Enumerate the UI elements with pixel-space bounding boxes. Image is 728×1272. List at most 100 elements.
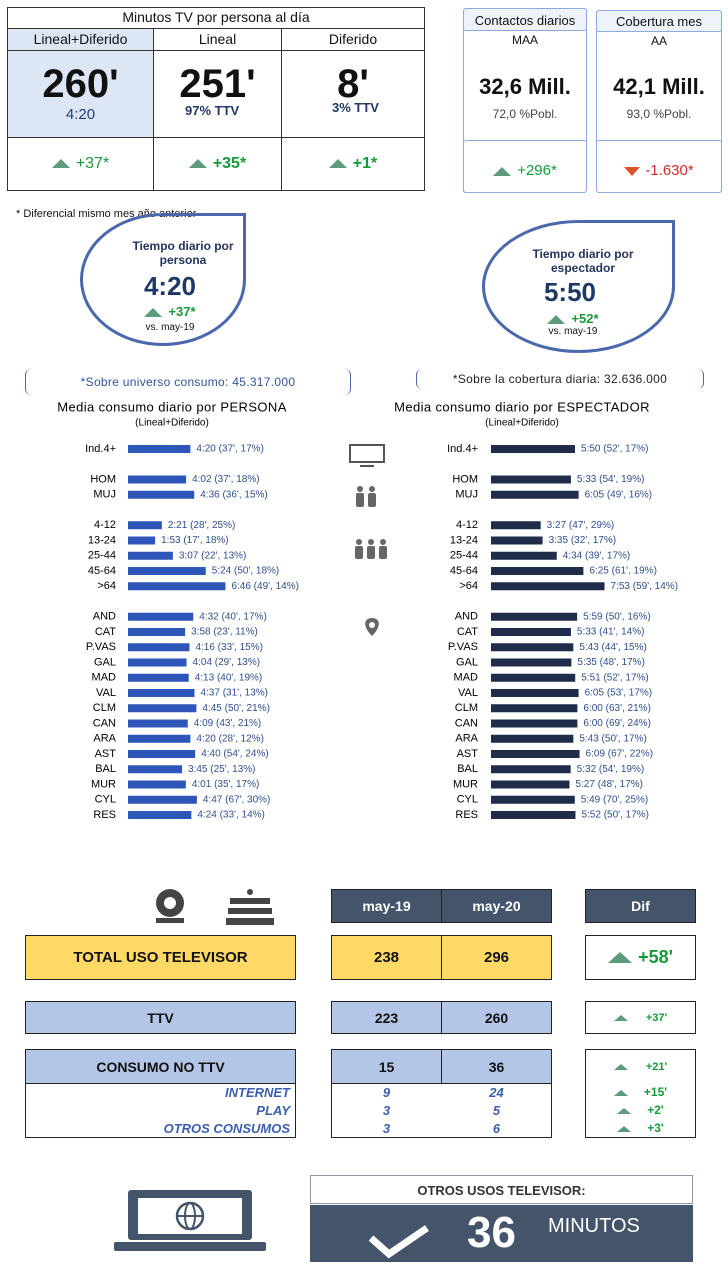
banner-box [310, 1205, 693, 1262]
column-header: Diferido [281, 28, 425, 51]
table-header: may-19 [331, 889, 442, 923]
drop-shape [80, 213, 246, 346]
diff-cell: +1* [281, 137, 425, 191]
diff: +35* [212, 155, 247, 172]
value-label: 4:24 (33', 14%) [197, 810, 265, 821]
bar [128, 795, 197, 804]
location-dot [369, 622, 375, 628]
value-label: 5:35 (48', 17%) [577, 657, 645, 668]
sub-value: 3% TTV [332, 100, 379, 115]
kpi-diff-cell: +296* [463, 140, 587, 193]
row-label: TTV [25, 1001, 296, 1034]
category-label: CLM [455, 702, 478, 714]
value-label: 4:37 (31', 13%) [200, 688, 268, 699]
sub-row-diff: +15' [585, 1085, 696, 1099]
diff: +37' [645, 1011, 668, 1024]
group-icon [355, 539, 387, 559]
value-label: 6:25 (61', 19%) [589, 566, 657, 577]
bar [491, 795, 575, 804]
bar [128, 612, 194, 621]
bar [491, 551, 557, 560]
bar [491, 475, 571, 484]
value-label: 5:59 (50', 16%) [583, 611, 651, 622]
category-label: CYL [95, 794, 116, 806]
category-label: MUR [453, 778, 478, 790]
bar [491, 734, 574, 743]
bar [491, 704, 578, 713]
diff-cell: +35* [153, 137, 282, 191]
kpi-sub: 72,0 %Pobl. [492, 107, 558, 121]
bar [128, 765, 182, 774]
category-label: AST [95, 748, 117, 760]
category-label: VAL [458, 687, 478, 699]
universe-note: *Sobre universo consumo: 45.317.000 [25, 369, 351, 395]
row-value: 260 [441, 1001, 552, 1034]
table-title: Minutos TV por persona al día [122, 9, 310, 25]
bar [491, 490, 579, 499]
diff: +1* [352, 155, 378, 172]
category-label: 4-12 [456, 519, 478, 531]
sub-row-value: 24 [489, 1085, 504, 1100]
diff: +37* [168, 304, 196, 319]
bar [491, 658, 572, 667]
diff: +296* [517, 162, 557, 179]
up-arrow [328, 159, 347, 169]
value-label: 4:13 (40', 19%) [195, 672, 263, 683]
table-header: may-20 [441, 889, 552, 923]
category-label: >64 [97, 580, 116, 592]
value-label: 4:34 (39', 17%) [563, 550, 631, 561]
row-value: 296 [441, 935, 552, 980]
body [367, 546, 375, 559]
category-label: 13-24 [88, 534, 116, 546]
value-label: 5:24 (50', 18%) [212, 566, 280, 577]
down-arrow [624, 166, 641, 176]
diff: +2' [647, 1103, 664, 1117]
category-label: Ind.4+ [85, 443, 116, 455]
category-label: BAL [457, 763, 478, 775]
sub-value: 97% TTV [185, 103, 240, 118]
up-arrow [51, 159, 70, 169]
banner-unit: MINUTOS [548, 1215, 640, 1237]
bar [491, 582, 605, 591]
value-label: 5:52 (50', 17%) [581, 810, 649, 821]
value-label: 4:20 (37', 17%) [196, 444, 264, 455]
body [379, 546, 387, 559]
category-label: CLM [93, 702, 116, 714]
row-value: 223 [331, 1001, 442, 1034]
category-label: BAL [95, 763, 116, 775]
up-arrow [613, 1063, 628, 1070]
check-icon [368, 1225, 429, 1259]
category-label: MUJ [93, 489, 116, 501]
bar [491, 780, 570, 789]
table-header: Dif [585, 889, 696, 923]
value-label: 2:21 (28', 25%) [168, 520, 236, 531]
diff: +58' [638, 947, 673, 967]
consumption-box [585, 1049, 696, 1138]
category-label: RES [455, 809, 478, 821]
row [228, 908, 272, 914]
bar [128, 445, 191, 453]
drop-diff: +52* [513, 311, 633, 326]
category-label: CAT [457, 626, 478, 638]
category-label: HOM [90, 473, 116, 485]
kpi-title: Cobertura mes [596, 10, 722, 32]
tv-icon [349, 444, 385, 467]
chart-subtitle: (Lineal+Diferido) [135, 418, 209, 429]
bar [128, 658, 187, 667]
bar [128, 521, 162, 530]
drop-value: 4:20 [143, 271, 197, 301]
row [230, 898, 270, 904]
bar [491, 567, 584, 575]
row-label: TOTAL USO TELEVISOR [25, 935, 296, 980]
bar [128, 719, 188, 728]
category-label: VAL [96, 687, 116, 699]
bar [128, 475, 187, 484]
bar [128, 582, 226, 591]
bar [128, 704, 197, 713]
category-label: CAN [93, 717, 116, 729]
diff-cell: +37* [7, 137, 154, 191]
sub-value: 4:20 [65, 106, 96, 123]
bar [491, 536, 543, 545]
bar [128, 643, 190, 652]
